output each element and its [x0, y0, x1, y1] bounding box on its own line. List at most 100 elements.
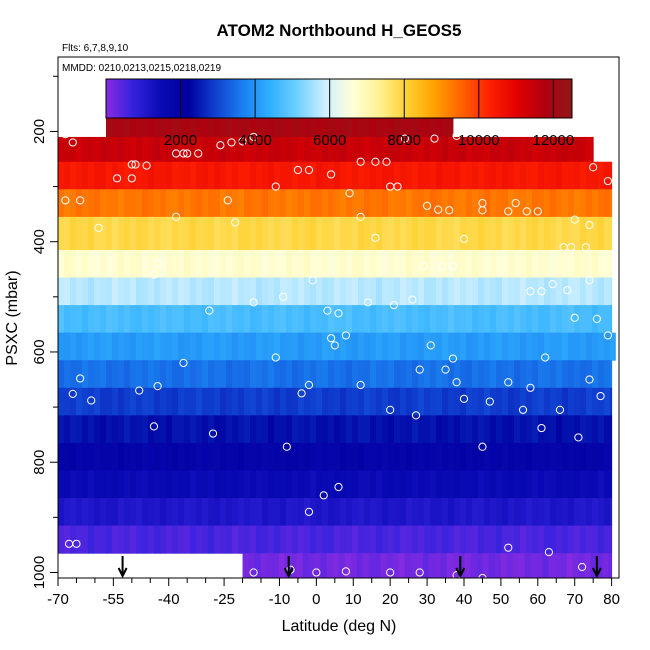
- heatmap-cell: [376, 442, 383, 471]
- heatmap-cell: [172, 216, 179, 251]
- sample-point: [308, 276, 317, 285]
- heatmap-cell: [544, 387, 551, 416]
- heatmap-cell: [129, 114, 137, 138]
- heatmap-cell: [148, 216, 155, 251]
- heatmap-cell: [112, 277, 119, 306]
- heatmap-cell: [514, 387, 521, 416]
- heatmap-cell: [196, 216, 203, 251]
- heatmap-cell: [514, 249, 521, 279]
- heatmap-cell: [550, 216, 557, 251]
- sample-point: [249, 298, 258, 307]
- heatmap-cell: [424, 442, 431, 471]
- heatmap-cell: [608, 553, 613, 578]
- heatmap-cell: [100, 305, 107, 334]
- heatmap-cell: [376, 136, 383, 163]
- heatmap-cell: [400, 161, 407, 190]
- heatmap-cell: [412, 249, 419, 279]
- heatmap-cell: [544, 161, 551, 190]
- heatmap-cell: [508, 332, 515, 361]
- heatmap-cell: [262, 305, 269, 334]
- heatmap-cell: [436, 277, 443, 306]
- heatmap-cell: [136, 305, 143, 334]
- heatmap-cell: [178, 525, 185, 554]
- flight-direction-arrow: [283, 556, 294, 579]
- heatmap-cell: [520, 161, 527, 190]
- heatmap-cell: [544, 305, 551, 334]
- heatmap-cell: [196, 360, 203, 389]
- heatmap-cell: [544, 216, 551, 251]
- heatmap-cell: [460, 498, 467, 527]
- heatmap-cell: [423, 114, 431, 138]
- heatmap-cell: [610, 442, 613, 471]
- heatmap-cell: [556, 216, 563, 251]
- heatmap-cell: [370, 442, 377, 471]
- heatmap-cell: [292, 305, 299, 334]
- heatmap-cell: [226, 277, 233, 306]
- heatmap-cell: [310, 442, 317, 471]
- heatmap-cell: [136, 161, 143, 190]
- heatmap-cell: [442, 136, 449, 163]
- heatmap-cell: [352, 249, 359, 279]
- heatmap-cell: [322, 415, 329, 444]
- sample-point: [448, 262, 458, 271]
- x-tick-label: 60: [529, 591, 546, 608]
- heatmap-cell: [292, 470, 299, 499]
- heatmap-cell: [454, 249, 461, 279]
- heatmap-cell: [454, 387, 461, 416]
- heatmap-cell: [352, 470, 359, 499]
- heatmap-cell: [64, 387, 71, 416]
- heatmap-cell: [352, 332, 359, 361]
- heatmap-cell: [466, 498, 473, 527]
- heatmap-cell: [508, 189, 515, 218]
- heatmap-cell: [448, 360, 455, 389]
- heatmap-cell: [364, 442, 371, 471]
- heatmap-cell: [130, 332, 137, 361]
- heatmap-cell: [512, 553, 520, 578]
- heatmap-cell: [333, 114, 341, 138]
- heatmap-cell: [280, 470, 287, 499]
- heatmap-cell: [502, 360, 509, 389]
- heatmap-cell: [94, 277, 101, 306]
- heatmap-cell: [442, 387, 449, 416]
- heatmap-cell: [316, 249, 323, 279]
- heatmap-cell: [550, 277, 557, 306]
- heatmap-cell: [538, 387, 545, 416]
- heatmap-cell: [82, 525, 89, 554]
- heatmap-cell: [478, 470, 485, 499]
- heatmap-cell: [448, 415, 455, 444]
- sample-point: [112, 174, 122, 183]
- heatmap-cell: [112, 498, 119, 527]
- heatmap-cell: [292, 136, 299, 163]
- heatmap-cell: [232, 161, 239, 190]
- heatmap-cell: [345, 114, 353, 138]
- heatmap-cell: [532, 136, 539, 163]
- heatmap-cell: [220, 415, 227, 444]
- heatmap-cell: [412, 387, 419, 416]
- heatmap-cell: [130, 525, 137, 554]
- heatmap-cell: [94, 442, 101, 471]
- heatmap-cell: [250, 442, 257, 471]
- heatmap-cell: [292, 415, 299, 444]
- heatmap-cell: [328, 525, 335, 554]
- heatmap-cell: [352, 277, 359, 306]
- heatmap-cell: [394, 305, 401, 334]
- sample-point: [555, 405, 565, 414]
- heatmap-cell: [136, 277, 143, 306]
- heatmap-cell: [568, 387, 575, 416]
- heatmap-cell: [76, 277, 83, 306]
- sample-point: [422, 201, 432, 210]
- heatmap-cell: [484, 136, 491, 163]
- heatmap-cell: [400, 216, 407, 251]
- heatmap-cell: [190, 332, 197, 361]
- heatmap-cell: [160, 277, 167, 306]
- heatmap-cell: [286, 332, 293, 361]
- heatmap-cell: [400, 415, 407, 444]
- heatmap-cell: [502, 277, 509, 306]
- heatmap-cell: [220, 216, 227, 251]
- heatmap-cell: [286, 442, 293, 471]
- heatmap-cell: [436, 216, 443, 251]
- heatmap-cell: [376, 387, 383, 416]
- x-tick-label: -40: [158, 591, 180, 608]
- heatmap-cell: [58, 360, 65, 389]
- sample-point: [430, 134, 439, 143]
